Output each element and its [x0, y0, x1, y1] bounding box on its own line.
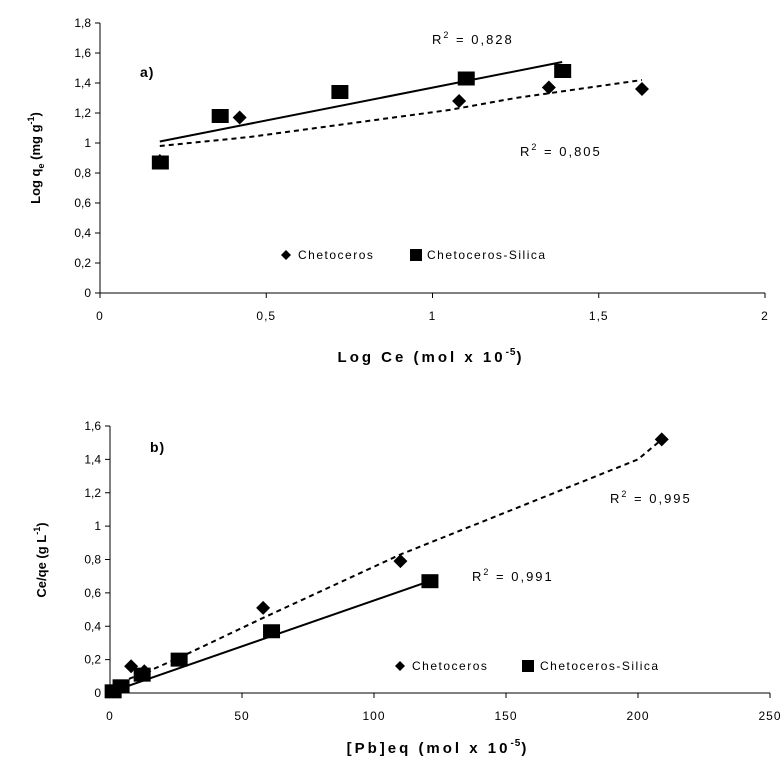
a-legend-label-silica: Chetoceros-Silica: [427, 248, 547, 262]
a-x-axis-title: Log Ce (mol x 10-5): [338, 347, 525, 366]
a-x-tick-label: 2: [761, 309, 769, 323]
b-point-chetoceros-silica: [421, 574, 439, 589]
b-marks: [104, 432, 669, 699]
a-point-chetoceros: [541, 80, 556, 95]
b-legend-square-marker: [522, 660, 534, 672]
a-y-tick-label: 1,4: [74, 76, 91, 90]
b-x-tick-label: 200: [626, 709, 649, 723]
b-y-tick-label: 0,4: [84, 619, 101, 633]
a-y-tick-label: 0: [84, 286, 91, 300]
b-x-tick-label: 50: [234, 709, 249, 723]
b-y-tick-label: 0,8: [84, 553, 101, 567]
a-fit-line-silica: [159, 61, 563, 143]
a-x-tick-label: 0: [96, 309, 104, 323]
b-axes: 0 0,2 0,4 0,6 0,8 1 1,2 1,4 1,6 0 50 100 150 200 250: [84, 419, 781, 723]
a-fit-line-chetoceros: [159, 79, 643, 147]
a-x-tick-label: 1: [429, 309, 437, 323]
a-legend: Chetoceros Chetoceros-Silica: [281, 248, 547, 262]
b-x-axis-title: [Pb]eq (mol x 10-5): [347, 738, 530, 757]
a-y-tick-label: 0,2: [74, 256, 91, 270]
a-point-chetoceros-silica: [331, 85, 349, 99]
b-x-tick-label: 150: [494, 709, 517, 723]
b-r2-silica: R2 = 0,991: [472, 567, 554, 584]
a-point-chetoceros-silica: [151, 155, 169, 170]
a-y-tick-label: 1: [84, 136, 91, 150]
a-legend-square-marker: [410, 249, 422, 261]
b-y-tick-label: 1,4: [84, 452, 101, 466]
b-point-chetoceros-silica: [112, 679, 130, 694]
b-legend-label-silica: Chetoceros-Silica: [540, 659, 660, 673]
a-point-chetoceros: [634, 82, 649, 96]
a-y-tick-label: 1,8: [74, 16, 91, 30]
b-point-chetoceros: [393, 554, 408, 569]
a-point-chetoceros-silica: [554, 64, 572, 78]
a-panel-label: a): [140, 64, 154, 80]
a-marks: [151, 61, 649, 170]
chart-b: 0 0,2 0,4 0,6 0,8 1 1,2 1,4 1,6 0 50 100 150 200 250 b…: [32, 419, 781, 757]
a-point-chetoceros-silica: [457, 71, 475, 86]
a-point-chetoceros-silica: [211, 109, 229, 123]
b-x-tick-label: 0: [106, 709, 114, 723]
b-fit-line-chetoceros: [112, 438, 663, 688]
a-point-chetoceros: [232, 110, 247, 125]
b-x-tick-label: 250: [758, 709, 781, 723]
b-y-tick-label: 1,6: [84, 419, 101, 433]
a-y-axis-title: Log qe (mg g-1): [26, 112, 46, 204]
a-legend-diamond-marker: [281, 250, 291, 260]
b-point-chetoceros: [654, 432, 669, 447]
b-x-tick-label: 100: [362, 709, 385, 723]
a-x-tick-label: 1,5: [589, 309, 609, 323]
b-panel-label: b): [150, 439, 165, 455]
b-r2-chetoceros: R2 = 0,995: [610, 489, 692, 506]
a-y-tick-label: 0,8: [74, 166, 91, 180]
a-y-tick-label: 1,2: [74, 106, 91, 120]
chart-a: 0 0,2 0,4 0,6 0,8 1 1,2 1,4 1,6 1,8 0 0,5 1 1,5 2 a) R…: [26, 16, 769, 366]
b-point-chetoceros-silica: [170, 652, 188, 667]
a-r2-silica: R2 = 0,828: [432, 30, 514, 47]
a-y-tick-label: 1,6: [74, 46, 91, 60]
a-point-chetoceros: [452, 94, 467, 108]
b-y-tick-label: 0,2: [84, 653, 101, 667]
a-x-tick-label: 0,5: [256, 309, 276, 323]
a-legend-label-chetoceros: Chetoceros: [298, 248, 374, 262]
b-point-chetoceros-silica: [133, 667, 151, 682]
a-r2-chetoceros: R2 = 0,805: [520, 142, 602, 159]
b-y-tick-label: 0: [94, 686, 101, 700]
a-y-tick-label: 0,4: [74, 226, 91, 240]
b-legend-diamond-marker: [395, 661, 405, 671]
b-point-chetoceros: [256, 600, 271, 615]
b-point-chetoceros-silica: [263, 624, 281, 639]
b-legend-label-chetoceros: Chetoceros: [412, 659, 488, 673]
a-axes: 0 0,2 0,4 0,6 0,8 1 1,2 1,4 1,6 1,8 0 0,5 1 1,5 2: [74, 16, 769, 323]
b-y-tick-label: 1,2: [84, 486, 101, 500]
a-y-tick-label: 0,6: [74, 196, 91, 210]
b-y-tick-label: 1: [94, 519, 101, 533]
b-y-tick-label: 0,6: [84, 586, 101, 600]
b-legend: Chetoceros Chetoceros-Silica: [395, 659, 660, 673]
b-y-axis-title: Ce/qe (g L-1): [32, 522, 49, 597]
